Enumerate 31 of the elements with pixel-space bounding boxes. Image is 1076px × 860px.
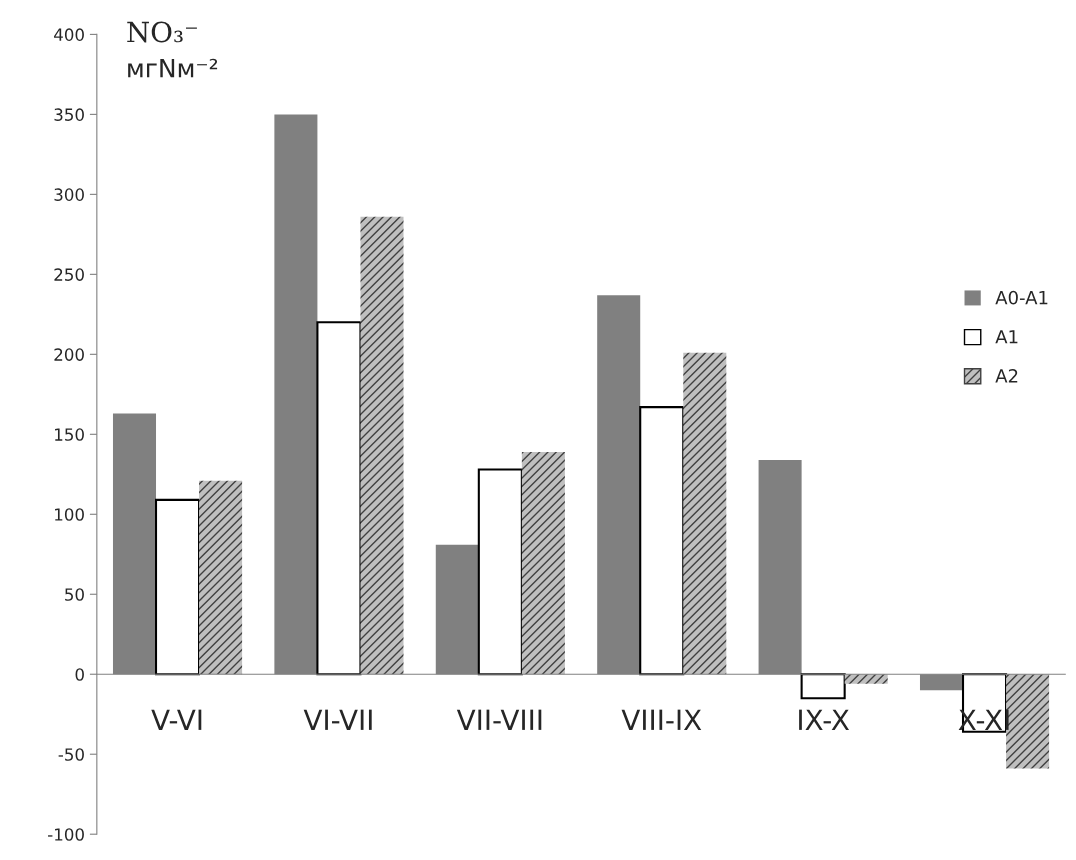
y-axis-title: мгNм⁻² <box>128 58 218 78</box>
bar <box>477 468 523 676</box>
x-tick-label: VII-VIII <box>456 709 542 730</box>
x-tick-label: VI-VII <box>303 709 372 730</box>
bar <box>360 216 404 675</box>
y-tick-label: 50 <box>65 588 84 601</box>
bar <box>199 480 243 675</box>
legend-label: A1 <box>995 330 1018 344</box>
x-tick-label: V-VI <box>151 709 202 730</box>
y-tick-label: 0 <box>75 668 84 681</box>
bar <box>639 406 685 676</box>
legend-label: A0-A1 <box>995 290 1048 305</box>
y-tick-label: -50 <box>58 748 84 761</box>
bar <box>800 673 846 700</box>
y-tick-label: 150 <box>55 428 84 441</box>
y-tick-label: 350 <box>54 108 84 121</box>
y-tick-label: 300 <box>54 188 84 201</box>
y-tick-label: 100 <box>55 508 84 521</box>
chart-title: NO₃⁻ <box>127 21 197 43</box>
y-tick-label: 200 <box>54 348 84 361</box>
y-tick-label: 400 <box>54 28 84 41</box>
x-tick-label: IX-X <box>799 709 850 730</box>
bar <box>316 321 362 676</box>
x-tick-label: VIII-IX <box>621 709 702 730</box>
y-tick-label: 250 <box>54 268 84 281</box>
legend-label: A2 <box>995 369 1018 383</box>
bar <box>683 352 727 675</box>
bar <box>154 498 201 676</box>
y-tick-label: -100 <box>48 828 84 841</box>
bar <box>521 451 565 675</box>
bar <box>844 674 888 684</box>
